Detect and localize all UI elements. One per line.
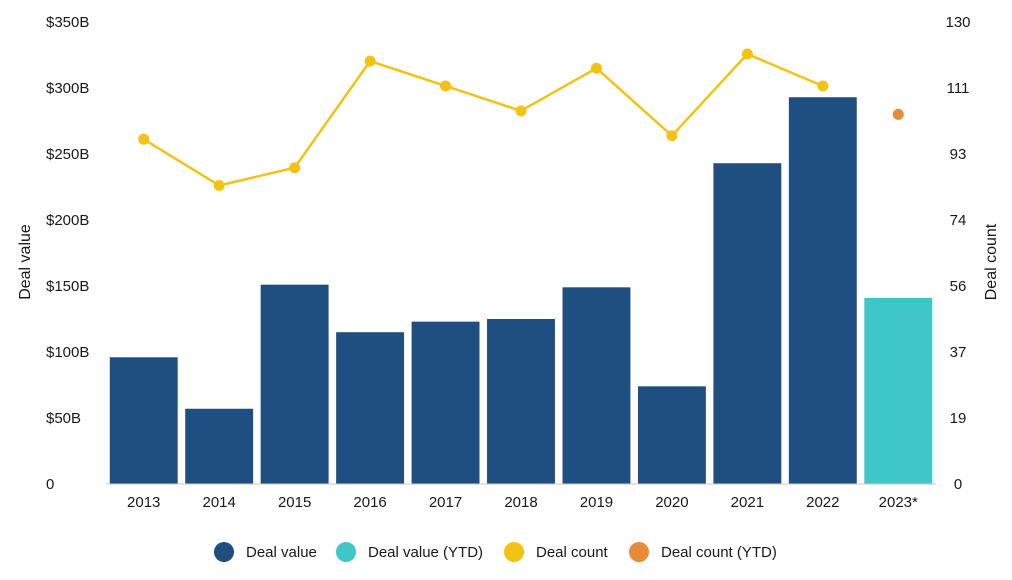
deal-value-ytd-bar — [864, 297, 933, 484]
left-axis-tick-label: $100B — [46, 344, 89, 361]
deal-count-ytd-point — [892, 108, 904, 120]
x-axis-tick-label: 2014 — [202, 494, 235, 511]
legend-marker-deal-count-ytd — [629, 542, 649, 562]
deal-value-bar — [411, 321, 480, 484]
deal-value-bar — [637, 386, 706, 484]
deal-value-bar — [487, 319, 555, 484]
x-axis-tick-label: 2023* — [879, 494, 918, 511]
x-axis-tick-label: 2019 — [580, 494, 613, 511]
x-axis-tick-label: 2021 — [731, 494, 764, 511]
x-axis-tick-label: 2020 — [655, 494, 688, 511]
deal-value-bar — [788, 97, 857, 485]
deal-count-point — [289, 162, 301, 174]
right-axis-tick-label: 56 — [950, 278, 967, 295]
deal-count-point — [515, 105, 527, 117]
right-axis-tick-label: 19 — [950, 410, 967, 427]
deal-count-point — [364, 55, 376, 67]
legend-marker-deal-count — [504, 542, 524, 562]
deal-count-line-layer — [138, 48, 904, 191]
right-axis-ticks: 0 19 37 56 74 93 111 130 — [945, 14, 970, 493]
right-axis-tick-label: 74 — [950, 212, 967, 229]
left-axis-ticks: 0 $50B $100B $150B $200B $250B $300B $350B — [46, 14, 89, 493]
deal-count-point — [440, 80, 452, 92]
deal-count-point — [590, 62, 602, 74]
right-axis-tick-label: 0 — [954, 476, 962, 493]
x-axis-tick-label: 2016 — [353, 494, 386, 511]
legend-marker-deal-value — [214, 542, 234, 562]
deal-value-bar — [562, 287, 631, 484]
right-axis-tick-label: 93 — [950, 146, 967, 163]
deal-count-point — [213, 179, 225, 191]
legend-label-deal-value-ytd: Deal value (YTD) — [368, 544, 483, 561]
right-axis-title: Deal count — [983, 223, 1000, 300]
left-axis-tick-label: $50B — [46, 410, 81, 427]
deal-value-bar — [109, 357, 178, 484]
deal-value-bar — [185, 408, 254, 484]
left-axis-title: Deal value — [17, 224, 34, 300]
x-axis-tick-label: 2015 — [278, 494, 311, 511]
deal-value-bar — [260, 284, 329, 484]
right-axis-tick-label: 130 — [945, 14, 970, 31]
left-axis-tick-label: $300B — [46, 80, 89, 97]
x-axis-tick-label: 2013 — [127, 494, 160, 511]
bars-layer — [109, 97, 933, 485]
legend-label-deal-count-ytd: Deal count (YTD) — [661, 544, 777, 561]
deal-count-point — [666, 130, 678, 142]
legend-label-deal-value: Deal value — [246, 544, 317, 561]
right-axis-tick-label: 37 — [950, 344, 967, 361]
right-axis-tick-label: 111 — [947, 80, 970, 97]
x-axis-tick-label: 2022 — [806, 494, 839, 511]
legend: Deal value Deal value (YTD) Deal count Deal… — [214, 542, 777, 562]
left-axis-tick-label: $200B — [46, 212, 89, 229]
left-axis-tick-label: $250B — [46, 146, 89, 163]
deal-count-point — [138, 133, 150, 145]
left-axis-tick-label: $150B — [46, 278, 89, 295]
deal-value-bar — [336, 332, 405, 484]
deal-count-point — [817, 80, 829, 92]
deal-value-bar — [713, 163, 782, 485]
deal-count-line — [143, 52, 824, 187]
left-axis-tick-label: $350B — [46, 14, 89, 31]
x-axis-tick-label: 2018 — [504, 494, 537, 511]
left-axis-tick-label: 0 — [46, 476, 54, 493]
deal-count-point — [741, 48, 753, 60]
x-axis-ticks: 2013 2014 2015 2016 2017 2018 2019 2020 2021 2022… — [127, 494, 918, 511]
legend-marker-deal-value-ytd — [336, 542, 356, 562]
legend-label-deal-count: Deal count — [536, 544, 609, 561]
x-axis-tick-label: 2017 — [429, 494, 462, 511]
